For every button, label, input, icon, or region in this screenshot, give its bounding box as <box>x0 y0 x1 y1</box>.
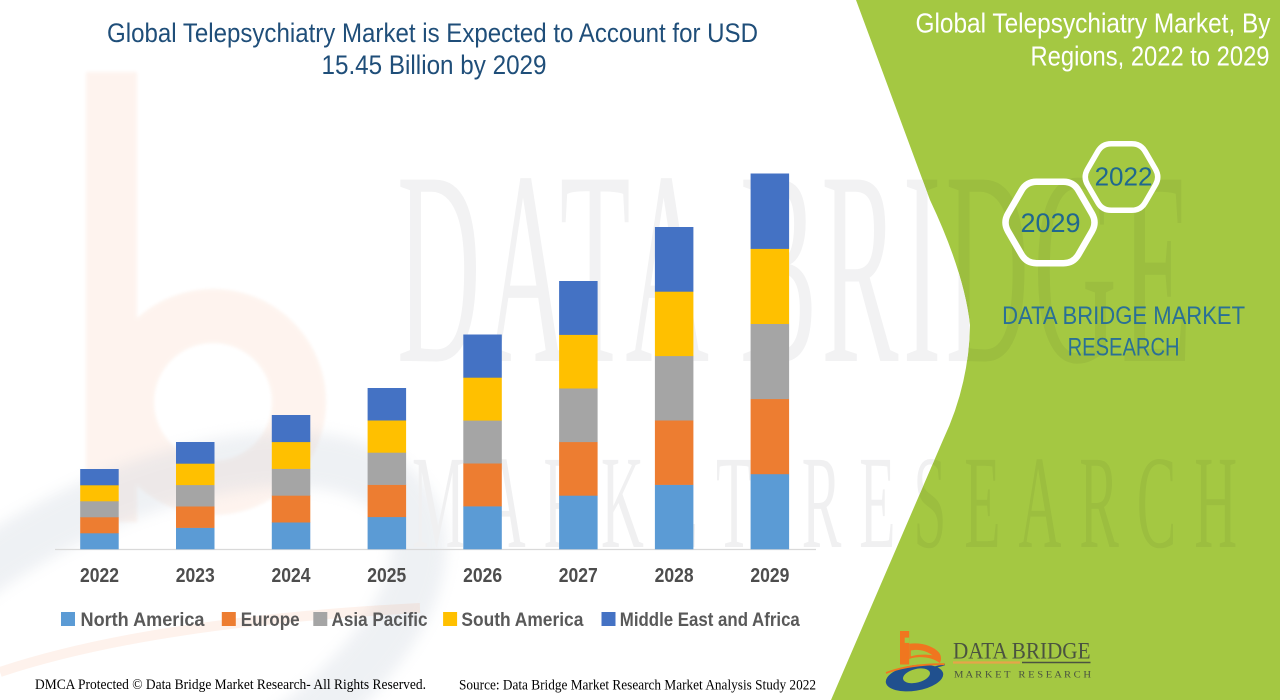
svg-text:2029: 2029 <box>750 564 789 587</box>
svg-text:2023: 2023 <box>176 564 215 587</box>
svg-text:2025: 2025 <box>367 564 406 587</box>
svg-text:DATA BRIDGE: DATA BRIDGE <box>953 638 1091 664</box>
svg-text:2022: 2022 <box>80 564 119 587</box>
svg-text:DATA BRIDGE MARKET: DATA BRIDGE MARKET <box>1002 302 1245 330</box>
svg-text:2022: 2022 <box>1095 162 1153 192</box>
svg-text:2026: 2026 <box>463 564 502 587</box>
svg-text:Source: Data Bridge Market Res: Source: Data Bridge Market Research Mark… <box>459 678 816 694</box>
svg-text:Asia Pacific: Asia Pacific <box>332 609 428 631</box>
svg-text:Global Telepsychiatry Market i: Global Telepsychiatry Market is Expected… <box>107 18 758 48</box>
svg-text:DMCA Protected © Data Bridge M: DMCA Protected © Data Bridge Market Rese… <box>35 677 426 693</box>
svg-text:2027: 2027 <box>559 564 598 587</box>
svg-text:Global Telepsychiatry Market,: Global Telepsychiatry Market, By <box>916 8 1271 39</box>
svg-text:North America: North America <box>81 609 205 631</box>
svg-text:Middle East and Africa: Middle East and Africa <box>620 609 800 631</box>
svg-text:RESEARCH: RESEARCH <box>1068 334 1180 362</box>
svg-text:South America: South America <box>461 609 583 631</box>
svg-text:2028: 2028 <box>655 564 694 587</box>
svg-text:2029: 2029 <box>1020 208 1080 238</box>
svg-text:Europe: Europe <box>241 609 300 631</box>
svg-text:Regions, 2022 to 2029: Regions, 2022 to 2029 <box>1031 41 1270 72</box>
svg-text:M A R K E T R E S E A R C H: M A R K E T R E S E A R C H <box>954 670 1092 680</box>
svg-text:2024: 2024 <box>272 564 312 587</box>
svg-text:15.45 Billion by 2029: 15.45 Billion by 2029 <box>322 50 547 80</box>
